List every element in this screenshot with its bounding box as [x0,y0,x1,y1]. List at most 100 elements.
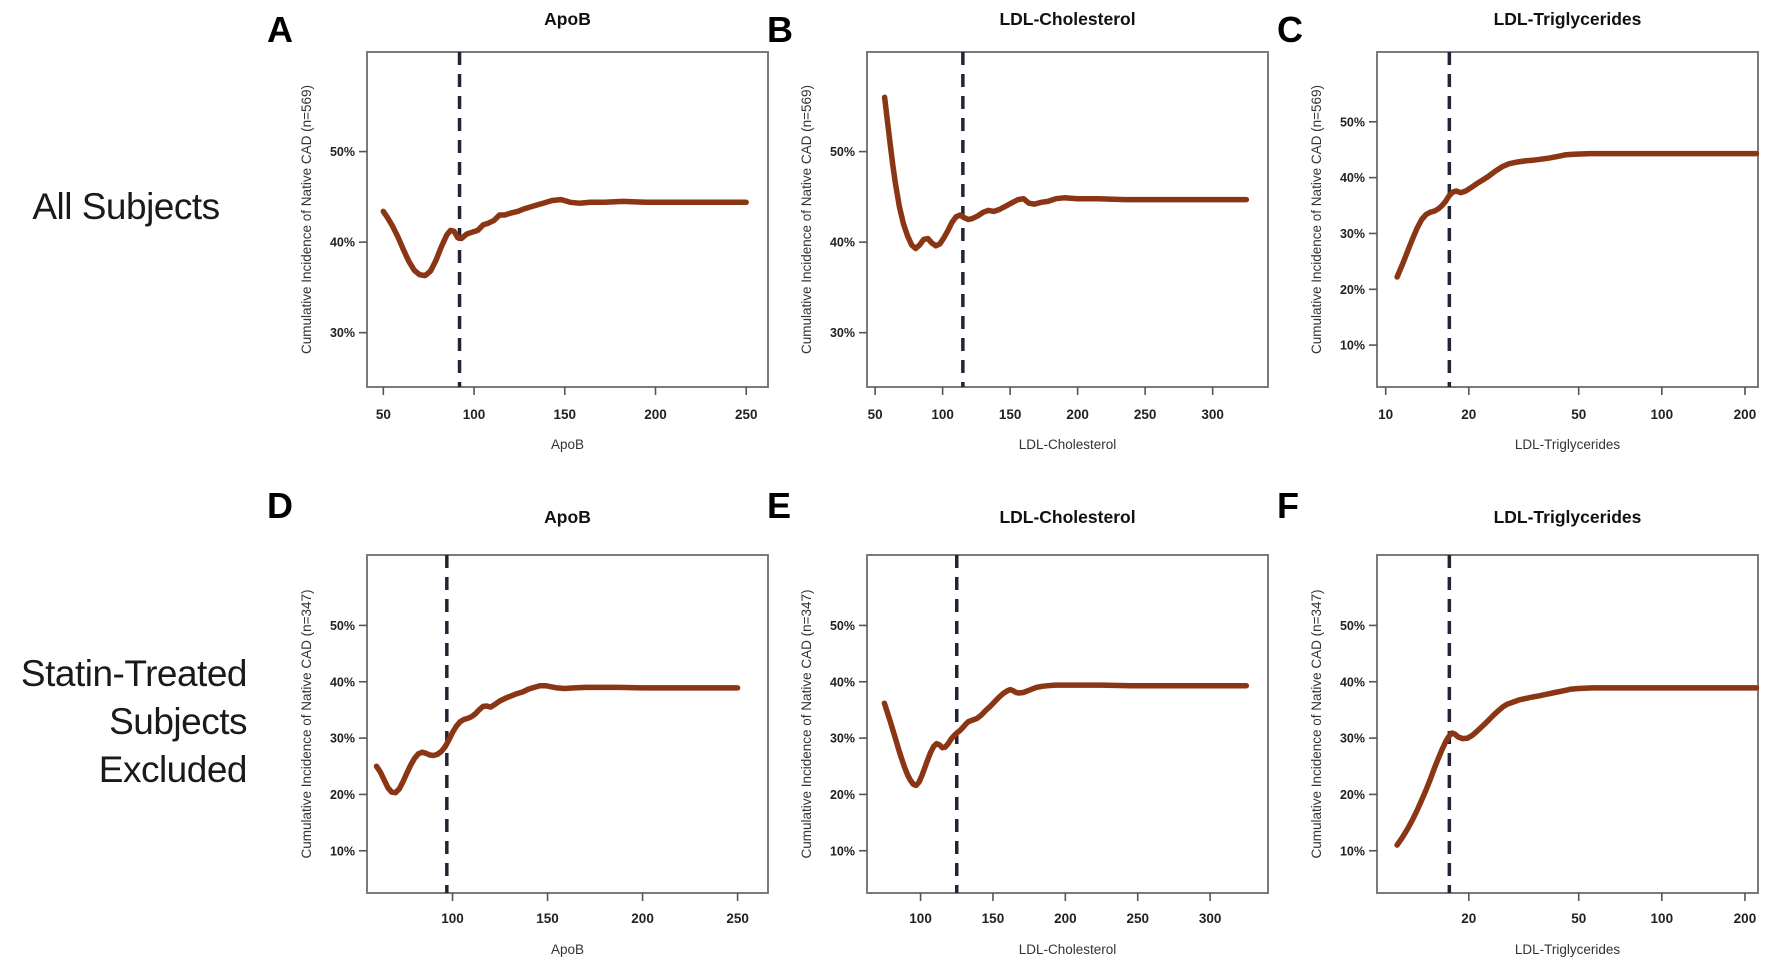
x-tick-label: 100 [463,407,486,422]
panel-letter-D: D [267,485,293,526]
x-tick-label: 150 [999,407,1022,422]
panel-D: D ApoB 10% 20% 30% 40% 50% 100 150 200 250 ApoB Cumu… [267,485,769,957]
x-tick-label: 200 [1066,407,1089,422]
y-tick-label: 40% [330,675,355,689]
x-axis-label-D: ApoB [551,942,584,957]
x-axis-label-F: LDL-Triglycerides [1515,942,1621,957]
x-axis-label-A: ApoB [551,437,584,452]
y-tick-label: 40% [1340,171,1365,185]
y-axis-label-B: Cumulative Incidence of Native CAD (n=56… [799,85,814,354]
x-tick-label: 10 [1378,407,1393,422]
x-tick-label: 150 [536,911,559,926]
row-label-statin-treated-subjects-excluded: Statin-Treated Subjects Excluded [20,653,248,790]
x-tick-label: 250 [735,407,758,422]
y-tick-label: 20% [830,788,855,802]
panel-letter-C: C [1277,9,1303,50]
panel-title-E: LDL-Cholesterol [999,507,1135,527]
panel-letter-B: B [767,9,793,50]
y-tick-label: 50% [1340,115,1365,129]
x-axis-label-B: LDL-Cholesterol [1019,437,1117,452]
x-tick-label: 100 [931,407,954,422]
y-tick-label: 50% [830,145,855,159]
panel-A: A ApoB 30% 40% 50% 50 100 150 200 250 ApoB Cumulati… [267,9,769,452]
x-tick-label: 250 [1134,407,1157,422]
x-tick-label: 50 [376,407,391,422]
x-tick-label: 100 [909,911,932,926]
panel-title-C: LDL-Triglycerides [1494,9,1642,29]
y-tick-label: 50% [1340,619,1365,633]
panel-E: E LDL-Cholesterol 10% 20% 30% 40% 50% 100 150 200… [767,485,1269,957]
row-label-all-subjects: All Subjects [32,186,220,227]
y-tick-label: 40% [830,675,855,689]
y-axis-label-C: Cumulative Incidence of Native CAD (n=56… [1309,85,1324,354]
x-tick-label: 300 [1199,911,1222,926]
y-tick-label: 30% [1340,227,1365,241]
panel-letter-A: A [267,9,293,50]
panel-C: C LDL-Triglycerides 10% 20% 30% 40% 50% 10 20 50 1… [1277,9,1760,452]
panel-F: F LDL-Triglycerides 10% 20% 30% 40% 50% 20 50 100… [1277,485,1760,957]
y-tick-label: 40% [330,236,355,250]
panel-B: B LDL-Cholesterol 30% 40% 50% 50 100 150 200 250 3… [767,9,1269,452]
x-tick-label: 100 [1651,911,1674,926]
x-axis-label-C: LDL-Triglycerides [1515,437,1621,452]
x-tick-label: 50 [868,407,883,422]
y-tick-label: 10% [330,844,355,858]
y-tick-label: 40% [1340,675,1365,689]
y-tick-label: 10% [1340,844,1365,858]
x-tick-label: 300 [1201,407,1224,422]
x-tick-label: 100 [441,911,464,926]
x-tick-label: 200 [644,407,667,422]
incidence-curve-A [380,196,749,279]
y-tick-label: 40% [830,236,855,250]
y-tick-label: 50% [330,619,355,633]
x-tick-label: 20 [1461,911,1476,926]
y-tick-label: 20% [1340,283,1365,297]
y-tick-label: 30% [830,326,855,340]
plot-box-E [866,554,1269,894]
x-tick-label: 200 [631,911,654,926]
y-tick-label: 30% [1340,732,1365,746]
y-axis-label-E: Cumulative Incidence of Native CAD (n=34… [799,589,814,858]
x-tick-label: 20 [1461,407,1476,422]
incidence-curve-B [881,94,1250,252]
x-tick-label: 150 [554,407,577,422]
y-tick-label: 20% [330,788,355,802]
x-tick-label: 250 [1126,911,1149,926]
y-tick-label: 20% [1340,788,1365,802]
panel-title-B: LDL-Cholesterol [999,9,1135,29]
x-tick-label: 200 [1734,911,1757,926]
x-tick-label: 200 [1054,911,1077,926]
y-axis-label-D: Cumulative Incidence of Native CAD (n=34… [299,589,314,858]
y-tick-label: 50% [830,619,855,633]
x-axis-label-E: LDL-Cholesterol [1019,942,1117,957]
y-tick-label: 10% [830,844,855,858]
x-tick-label: 200 [1734,407,1757,422]
plot-box-A [366,51,769,388]
panel-title-A: ApoB [544,9,591,29]
panel-title-D: ApoB [544,507,591,527]
plot-box-B [866,51,1269,388]
panel-title-F: LDL-Triglycerides [1494,507,1642,527]
incidence-curve-F [1394,685,1760,848]
panel-letter-F: F [1277,485,1299,526]
y-tick-label: 10% [1340,339,1365,353]
plot-box-C [1376,51,1759,388]
x-tick-label: 50 [1571,407,1586,422]
y-tick-label: 30% [330,732,355,746]
incidence-curve-E [881,682,1250,789]
x-tick-label: 50 [1571,911,1586,926]
x-tick-label: 100 [1651,407,1674,422]
x-tick-label: 150 [982,911,1005,926]
incidence-curve-D [373,682,741,796]
y-tick-label: 30% [330,326,355,340]
panel-letter-E: E [767,485,791,526]
y-tick-label: 50% [330,145,355,159]
y-axis-label-A: Cumulative Incidence of Native CAD (n=56… [299,85,314,354]
y-axis-label-F: Cumulative Incidence of Native CAD (n=34… [1309,589,1324,858]
plot-box-F [1376,554,1759,894]
plot-box-D [366,554,769,894]
incidence-curve-C [1394,150,1760,280]
x-tick-label: 250 [726,911,749,926]
